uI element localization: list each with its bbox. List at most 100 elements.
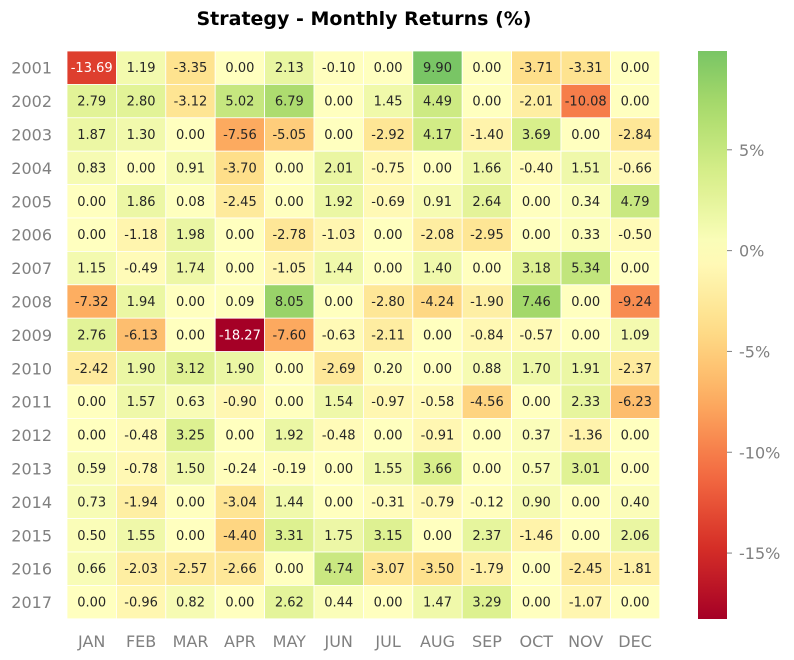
heatmap-cell xyxy=(313,150,364,185)
heatmap-cell-label: 1.15 xyxy=(77,262,106,277)
heatmap-cell-label: 0.91 xyxy=(176,161,205,176)
heatmap-cell xyxy=(511,585,562,620)
heatmap-cell xyxy=(412,585,463,620)
heatmap-cell-label: -0.48 xyxy=(124,429,158,444)
heatmap-cell-label: -0.57 xyxy=(519,328,553,343)
heatmap-cell-label: 2.13 xyxy=(275,61,304,76)
heatmap-cell-label: 0.00 xyxy=(127,161,156,176)
heatmap-cell-label: -3.07 xyxy=(371,562,405,577)
heatmap-cell-label: -2.37 xyxy=(618,362,652,377)
colorbar-tick-label: 0% xyxy=(739,242,764,261)
colorbar-tick-label: 5% xyxy=(739,141,764,160)
heatmap-cell xyxy=(116,585,167,620)
row-label: 2010 xyxy=(11,359,52,378)
row-labels: 2001 2002 2003 2004 2005 2006 2007 2008 2009 2010… xyxy=(11,59,52,612)
heatmap-cell-label: -2.84 xyxy=(618,128,652,143)
heatmap-cell-label: -3.12 xyxy=(174,95,208,110)
heatmap-cell xyxy=(610,150,661,185)
column-label: SEP xyxy=(472,632,502,651)
heatmap-cell-label: 0.50 xyxy=(77,529,106,544)
column-label: MAR xyxy=(173,632,209,651)
heatmap-cell xyxy=(610,317,661,353)
heatmap-cell xyxy=(560,84,611,119)
heatmap-cell xyxy=(610,484,661,520)
heatmap-cell xyxy=(560,384,611,419)
heatmap-cell-label: -1.18 xyxy=(124,228,158,243)
heatmap-cell-label: 0.00 xyxy=(621,462,650,477)
heatmap-cell xyxy=(264,184,315,219)
heatmap-cell-label: -0.90 xyxy=(223,395,257,410)
heatmap-cell-label: 4.49 xyxy=(423,95,452,110)
heatmap-cell-label: 2.62 xyxy=(275,596,304,611)
heatmap-cell xyxy=(116,317,167,353)
heatmap-cell-label: 0.00 xyxy=(77,195,106,210)
heatmap-cell xyxy=(214,217,265,252)
heatmap-cell xyxy=(66,484,117,520)
colorbar xyxy=(698,51,727,619)
heatmap-cell xyxy=(610,451,661,486)
heatmap-cell-label: 0.00 xyxy=(621,95,650,110)
heatmap-cell-label: 0.00 xyxy=(472,462,501,477)
heatmap-cell-label: 0.00 xyxy=(275,562,304,577)
heatmap-cell-label: 0.00 xyxy=(225,262,254,277)
heatmap-cell-label: -3.71 xyxy=(519,61,553,76)
row-label: 2014 xyxy=(11,493,52,512)
row-label: 2017 xyxy=(11,593,52,612)
heatmap-cell-label: 1.66 xyxy=(472,161,501,176)
heatmap-cell-label: -3.04 xyxy=(223,495,257,510)
column-label: OCT xyxy=(520,632,554,651)
heatmap-cell-label: -2.78 xyxy=(272,228,306,243)
heatmap-cell-label: 1.70 xyxy=(522,362,551,377)
heatmap-cell xyxy=(165,150,216,185)
heatmap-cell xyxy=(560,451,611,486)
heatmap-cell xyxy=(560,518,611,553)
heatmap-cell-label: 3.15 xyxy=(374,529,403,544)
heatmap-cell-label: 5.34 xyxy=(571,262,600,277)
heatmap-cell-label: 3.25 xyxy=(176,429,205,444)
heatmap-cell-label: 0.00 xyxy=(176,295,205,310)
heatmap-cell-label: 1.98 xyxy=(176,228,205,243)
heatmap-cell xyxy=(412,184,463,219)
heatmap-cell xyxy=(313,451,364,486)
heatmap-cell xyxy=(116,417,167,453)
heatmap-cell xyxy=(560,284,611,319)
heatmap-cell-label: -0.69 xyxy=(371,195,405,210)
heatmap-cell-label: 0.00 xyxy=(571,495,600,510)
heatmap-cell-label: 0.00 xyxy=(374,61,403,76)
heatmap-cell-label: 0.33 xyxy=(571,228,600,243)
heatmap-cell xyxy=(610,585,661,620)
heatmap-cell-label: -2.03 xyxy=(124,562,158,577)
heatmap-cell-label: 3.69 xyxy=(522,128,551,143)
heatmap-cell xyxy=(511,518,562,553)
heatmap-cell xyxy=(362,284,414,319)
heatmap-cell-label: -0.19 xyxy=(272,462,306,477)
heatmap-cell xyxy=(66,384,117,419)
heatmap-cell xyxy=(412,50,463,85)
heatmap-cell-label: -0.40 xyxy=(519,161,553,176)
heatmap-cell xyxy=(313,217,364,252)
heatmap-cell-label: 0.00 xyxy=(423,328,452,343)
row-label: 2007 xyxy=(11,259,52,278)
heatmap-cell xyxy=(362,84,414,119)
heatmap-cell xyxy=(264,351,315,386)
heatmap-cell-label: -0.66 xyxy=(618,161,652,176)
heatmap-cell xyxy=(165,585,216,620)
heatmap-cell-label: -0.79 xyxy=(421,495,455,510)
heatmap-cell xyxy=(610,518,661,553)
heatmap-cell-label: -9.24 xyxy=(618,295,652,310)
heatmap-cell-label: -0.91 xyxy=(421,429,455,444)
heatmap-cell xyxy=(313,184,364,219)
heatmap-cell-label: 1.86 xyxy=(127,195,156,210)
heatmap-cell-label: -1.36 xyxy=(569,429,603,444)
heatmap-cell-label: 0.57 xyxy=(522,462,551,477)
heatmap-cell-label: 0.00 xyxy=(621,61,650,76)
heatmap-cell-label: 0.66 xyxy=(77,562,106,577)
heatmap-cell-label: 2.06 xyxy=(621,529,650,544)
heatmap-cell-label: 8.05 xyxy=(275,295,304,310)
heatmap-cell xyxy=(66,150,117,185)
column-labels: JAN FEB MAR APR MAY JUN JUL AUG SEP OCT NOV DEC xyxy=(77,632,652,651)
heatmap-cell xyxy=(264,451,315,486)
heatmap-cell xyxy=(214,117,265,152)
row-label: 2004 xyxy=(11,159,52,178)
heatmap-cell xyxy=(66,250,117,286)
